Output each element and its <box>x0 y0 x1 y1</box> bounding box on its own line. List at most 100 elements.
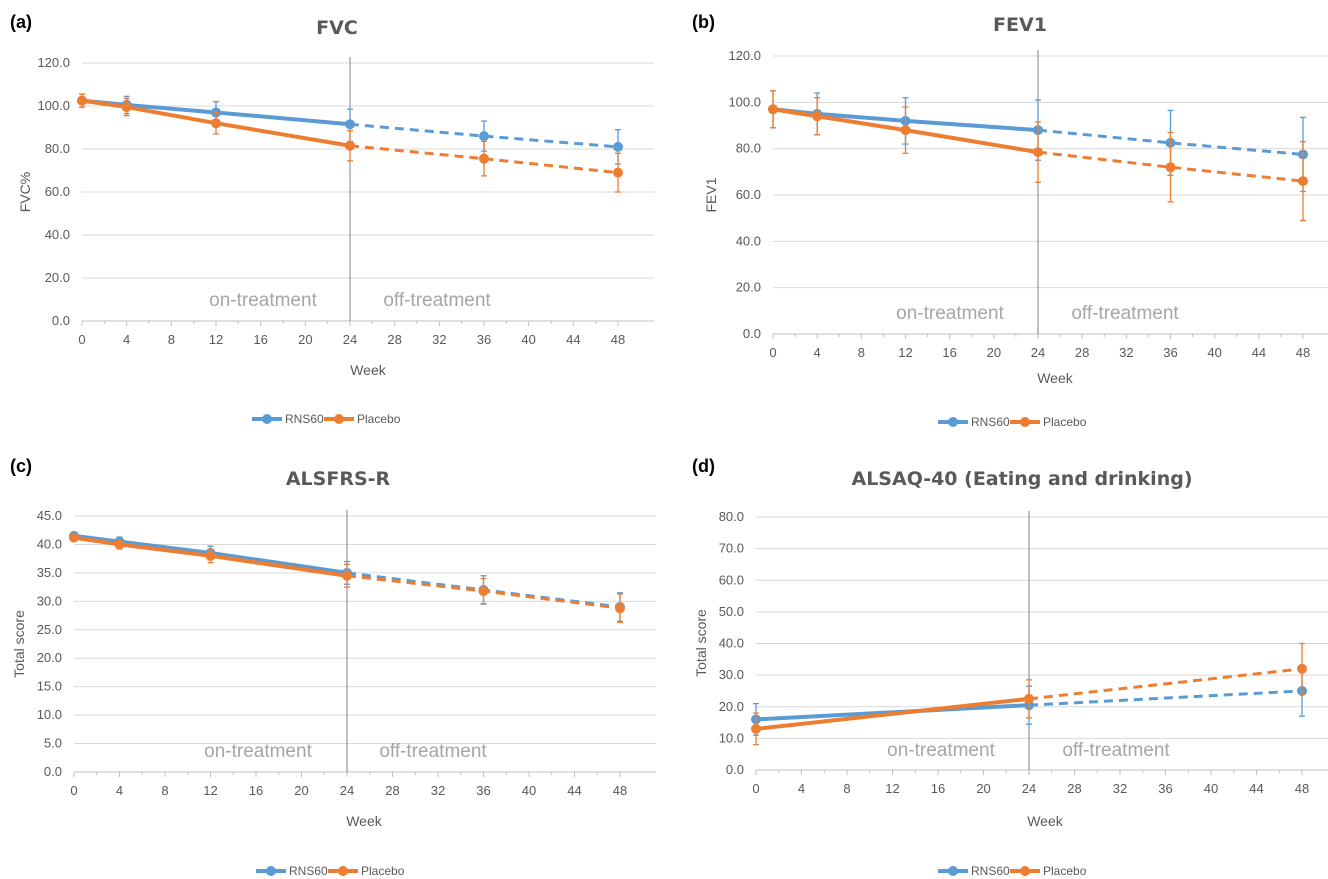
legend-swatch-marker <box>338 866 348 876</box>
x-tick-label: 16 <box>253 332 267 347</box>
x-axis-label: Week <box>350 362 387 378</box>
data-point <box>812 111 823 122</box>
series-placebo <box>77 93 623 193</box>
y-tick-label: 30.0 <box>719 667 744 682</box>
x-tick-label: 28 <box>387 332 401 347</box>
x-tick-label: 36 <box>476 783 490 798</box>
series-line-solid <box>73 535 348 578</box>
x-tick-label: 4 <box>123 332 130 347</box>
data-point <box>1298 176 1308 187</box>
y-tick-label: 0.0 <box>743 326 761 341</box>
legend-label: Placebo <box>1043 415 1087 429</box>
y-tick-label: 0.0 <box>726 762 744 777</box>
legend-swatch-marker <box>262 414 272 424</box>
x-tick-label: 32 <box>432 332 446 347</box>
chart-title: FVC <box>316 17 358 39</box>
data-point <box>77 95 87 106</box>
x-tick-label: 44 <box>567 783 581 798</box>
legend-label: RNS60 <box>971 864 1010 878</box>
x-tick-label: 12 <box>885 781 899 796</box>
x-tick-label: 36 <box>1158 781 1172 796</box>
y-tick-label: 0.0 <box>44 764 62 779</box>
x-tick-label: 40 <box>521 332 535 347</box>
x-tick-label: 8 <box>858 345 865 360</box>
legend-swatch-marker <box>1020 866 1030 876</box>
y-tick-label: 45.0 <box>37 508 62 523</box>
x-axis-label: Week <box>1037 370 1074 386</box>
panel-letter: (a) <box>10 12 32 32</box>
data-point <box>478 586 489 597</box>
on-treatment-label: on-treatment <box>887 740 995 761</box>
x-tick-label: 20 <box>976 781 990 796</box>
x-tick-label: 44 <box>566 332 580 347</box>
x-tick-label: 40 <box>522 783 536 798</box>
x-tick-label: 28 <box>1075 345 1089 360</box>
legend-label: Placebo <box>357 412 401 426</box>
x-axis-label: Week <box>346 813 383 829</box>
x-tick-label: 36 <box>477 332 491 347</box>
data-point <box>768 104 778 115</box>
y-tick-label: 40.0 <box>719 636 744 651</box>
y-tick-label: 100.0 <box>728 94 761 109</box>
series-line-solid <box>81 98 351 148</box>
y-tick-label: 60.0 <box>736 187 761 202</box>
data-point <box>751 723 761 734</box>
data-point <box>1165 162 1176 173</box>
x-tick-label: 16 <box>942 345 956 360</box>
data-point <box>121 102 132 113</box>
x-tick-label: 24 <box>1031 345 1045 360</box>
series-line-solid <box>755 696 1030 731</box>
series-line-solid <box>772 107 1039 155</box>
data-point <box>613 167 623 178</box>
on-treatment-label: on-treatment <box>209 290 317 311</box>
x-tick-label: 28 <box>1067 781 1081 796</box>
x-tick-label: 40 <box>1207 345 1221 360</box>
legend-swatch-marker <box>948 866 958 876</box>
data-point <box>114 539 125 550</box>
chart-title: FEV1 <box>993 14 1047 36</box>
x-tick-label: 4 <box>814 345 821 360</box>
y-tick-label: 5.0 <box>44 736 62 751</box>
legend: RNS60 Placebo <box>252 412 401 426</box>
series-placebo <box>768 90 1308 222</box>
on-treatment-label: on-treatment <box>204 741 312 762</box>
y-tick-label: 10.0 <box>37 707 62 722</box>
y-tick-label: 20.0 <box>45 270 70 285</box>
y-tick-label: 0.0 <box>52 313 70 328</box>
y-tick-label: 80.0 <box>719 509 744 524</box>
y-tick-label: 20.0 <box>736 280 761 295</box>
x-tick-label: 4 <box>116 783 123 798</box>
x-tick-label: 32 <box>1119 345 1133 360</box>
data-point <box>345 140 355 151</box>
y-tick-label: 80.0 <box>736 141 761 156</box>
legend-label: Placebo <box>1043 864 1087 878</box>
y-tick-label: 60.0 <box>719 572 744 587</box>
data-point <box>69 532 79 543</box>
data-point <box>205 550 216 561</box>
legend-label: RNS60 <box>289 864 328 878</box>
y-tick-label: 25.0 <box>37 622 62 637</box>
x-tick-label: 0 <box>78 332 85 347</box>
series-line-solid <box>73 533 348 575</box>
x-tick-label: 32 <box>1113 781 1127 796</box>
x-tick-label: 24 <box>1022 781 1036 796</box>
x-tick-label: 40 <box>1204 781 1218 796</box>
data-point <box>479 131 489 142</box>
y-tick-label: 120.0 <box>728 48 761 63</box>
on-treatment-label: on-treatment <box>896 303 1004 324</box>
legend-swatch-marker <box>1020 417 1030 427</box>
series-placebo <box>69 532 625 624</box>
panel-letter: (d) <box>692 456 715 476</box>
x-tick-label: 0 <box>70 783 77 798</box>
legend-label: Placebo <box>361 864 405 878</box>
x-tick-label: 24 <box>343 332 357 347</box>
legend-swatch-marker <box>266 866 276 876</box>
y-tick-label: 120.0 <box>37 55 70 70</box>
y-tick-label: 35.0 <box>37 565 62 580</box>
x-tick-label: 48 <box>1296 345 1310 360</box>
x-tick-label: 48 <box>613 783 627 798</box>
x-tick-label: 24 <box>340 783 354 798</box>
y-axis-label: Total score <box>693 609 709 677</box>
x-tick-label: 8 <box>168 332 175 347</box>
